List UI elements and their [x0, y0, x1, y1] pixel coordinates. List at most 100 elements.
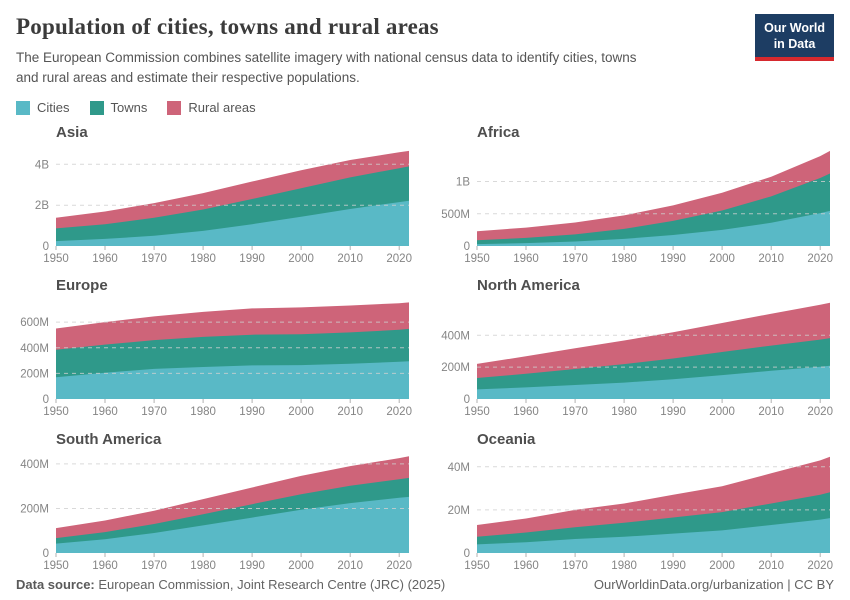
x-tick-label: 1970 [562, 560, 588, 572]
x-tick-label: 2010 [758, 560, 784, 572]
series-area-cities [56, 361, 409, 400]
x-tick-label: 1990 [239, 406, 265, 418]
x-tick-label: 1990 [660, 253, 686, 265]
africa-area-chart[interactable]: 0 500M 1B 1950 1960 1970 1980 1990 2000 2010 2020 [437, 142, 834, 266]
x-tick-label: 1980 [190, 560, 216, 572]
x-tick-label: 1990 [239, 253, 265, 265]
y-tick-label: 500M [441, 209, 470, 221]
y-tick-label: 200M [441, 363, 470, 375]
y-tick-label: 40M [448, 462, 470, 474]
x-tick-label: 1950 [464, 406, 490, 418]
y-tick-label: 0 [464, 394, 470, 406]
y-tick-label: 200M [20, 369, 49, 381]
x-tick-label: 2000 [288, 253, 314, 265]
y-tick-label: 400M [20, 343, 49, 355]
owid-logo-line2: in Data [773, 36, 816, 51]
x-tick-label: 2010 [337, 560, 363, 572]
chart-subtitle: The European Commission combines satelli… [16, 50, 637, 85]
footer-attribution: OurWorldinData.org/urbanization | CC BY [593, 577, 834, 592]
x-tick-label: 1970 [141, 406, 167, 418]
europe-area-chart[interactable]: 0 200M 400M 600M 1950 1960 1970 1980 1990 2000 201… [16, 295, 413, 419]
y-tick-label: 20M [448, 505, 470, 517]
x-tick-label: 1950 [464, 253, 490, 265]
x-tick-label: 2020 [386, 253, 412, 265]
series-area-cities [56, 496, 409, 553]
header: Population of cities, towns and rural ar… [16, 12, 834, 87]
x-tick-label: 1960 [92, 560, 118, 572]
x-tick-label: 1980 [611, 253, 637, 265]
x-tick-label: 2000 [709, 560, 735, 572]
x-tick-label: 2020 [386, 406, 412, 418]
south-america-area-chart[interactable]: 0 200M 400M 1950 1960 1970 1980 1990 2000 2010 202… [16, 449, 413, 573]
north-america-area-chart[interactable]: 0 200M 400M 1950 1960 1970 1980 1990 2000 2010 202… [437, 295, 834, 419]
chart-title: South America [56, 430, 162, 448]
legend-label: Rural areas [188, 100, 256, 116]
chart-title: Asia [56, 124, 88, 142]
rural-areas-swatch-icon [167, 100, 182, 115]
chart-north-america: North America 0 200M 400M 1950 1960 1970 1980 19… [437, 270, 834, 421]
x-tick-label: 1970 [562, 406, 588, 418]
x-tick-label: 2000 [709, 406, 735, 418]
y-tick-label: 2B [35, 200, 49, 212]
legend-label: Towns [110, 100, 148, 116]
towns-swatch-icon [89, 100, 104, 115]
x-tick-label: 1980 [611, 406, 637, 418]
x-tick-label: 2010 [337, 406, 363, 418]
data-source-label: Data source: [16, 577, 95, 592]
chart-europe: Europe 0 200M 400M 600M 1950 1960 1970 1980 1990 2… [16, 270, 413, 421]
y-tick-label: 1B [456, 177, 470, 189]
y-tick-label: 200M [20, 503, 49, 515]
chart-south-america: South America 0 200M 400M 1950 1960 1970 1980 19… [16, 424, 413, 575]
x-tick-label: 2020 [386, 560, 412, 572]
x-tick-label: 1990 [660, 560, 686, 572]
series-area-cities [56, 200, 409, 247]
x-tick-label: 2010 [758, 406, 784, 418]
series-area-cities [477, 366, 830, 400]
chart-grid: Asia 0 2B 4B 1950 1960 1970 1980 1990 2000 2010 202… [16, 117, 834, 575]
x-tick-label: 1960 [513, 560, 539, 572]
data-source-text: European Commission, Joint Research Cent… [94, 577, 446, 592]
x-tick-label: 1960 [92, 253, 118, 265]
chart-title: Africa [477, 124, 520, 142]
x-tick-label: 2000 [709, 253, 735, 265]
x-tick-label: 1980 [190, 406, 216, 418]
x-tick-label: 2000 [288, 560, 314, 572]
x-tick-label: 1950 [464, 560, 490, 572]
x-tick-label: 1990 [239, 560, 265, 572]
oceania-area-chart[interactable]: 0 20M 40M 1950 1960 1970 1980 1990 2000 2010 2020 [437, 449, 834, 573]
x-tick-label: 2020 [807, 253, 833, 265]
x-tick-label: 1970 [562, 253, 588, 265]
x-tick-label: 1980 [190, 253, 216, 265]
y-tick-label: 0 [43, 394, 49, 406]
x-tick-label: 1960 [513, 253, 539, 265]
chart-oceania: Oceania 0 20M 40M 1950 1960 1970 1980 1990 2000 20… [437, 424, 834, 575]
y-tick-label: 0 [43, 548, 49, 560]
x-tick-label: 1980 [611, 560, 637, 572]
cities-swatch-icon [16, 100, 30, 115]
chart-africa: Africa 0 500M 1B 1950 1960 1970 1980 1990 2000 201… [437, 117, 834, 268]
chart-title: Europe [56, 277, 108, 295]
x-tick-label: 1970 [141, 560, 167, 572]
x-tick-label: 1950 [43, 406, 69, 418]
y-tick-label: 0 [43, 241, 49, 253]
x-tick-label: 2010 [337, 253, 363, 265]
legend-item-cities[interactable]: Cities [16, 100, 70, 115]
y-tick-label: 400M [441, 331, 470, 343]
legend-item-rural-areas[interactable]: Rural areas [167, 100, 256, 116]
owid-logo: Our World in Data [755, 14, 834, 62]
legend-item-towns[interactable]: Towns [89, 100, 148, 116]
asia-area-chart[interactable]: 0 2B 4B 1950 1960 1970 1980 1990 2000 2010 2020 [16, 142, 413, 266]
legend-label: Cities [37, 100, 70, 116]
chart-title: North America [477, 277, 580, 295]
chart-asia: Asia 0 2B 4B 1950 1960 1970 1980 1990 2000 2010 202… [16, 117, 413, 268]
chart-title: Oceania [477, 430, 536, 448]
y-tick-label: 0 [464, 241, 470, 253]
y-tick-label: 400M [20, 459, 49, 471]
x-tick-label: 2000 [288, 406, 314, 418]
x-tick-label: 2010 [758, 253, 784, 265]
x-tick-label: 1950 [43, 560, 69, 572]
x-tick-label: 1970 [141, 253, 167, 265]
x-tick-label: 1950 [43, 253, 69, 265]
x-tick-label: 1960 [513, 406, 539, 418]
owid-logo-line1: Our World [764, 21, 825, 35]
